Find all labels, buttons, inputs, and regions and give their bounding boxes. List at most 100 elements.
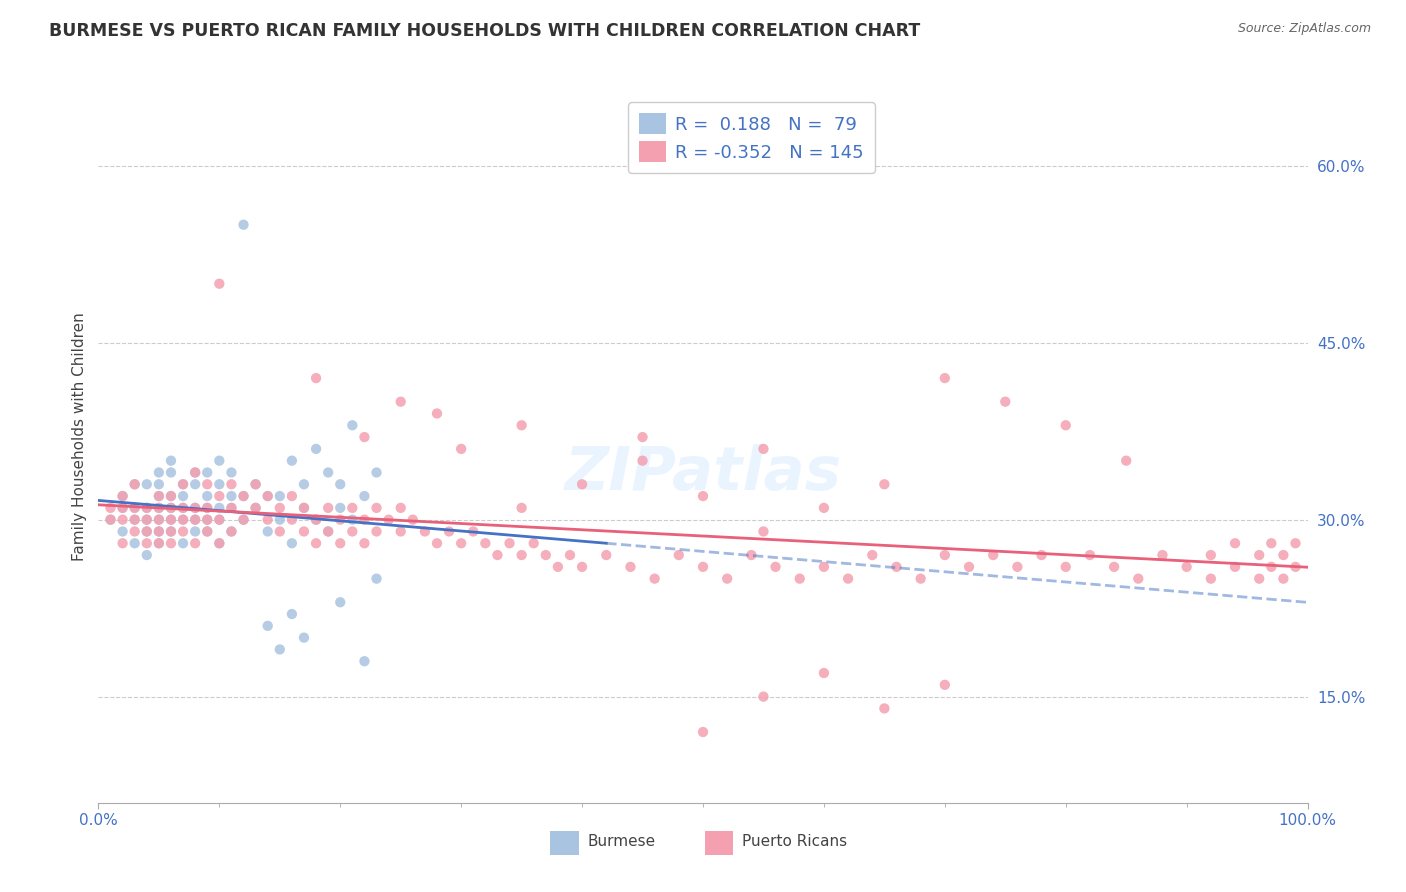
Point [269,489,291,503]
Point [148,466,170,480]
Point [571,477,593,491]
Point [886,559,908,574]
Point [269,524,291,539]
Point [413,524,436,539]
Point [208,477,231,491]
Point [172,524,194,539]
Point [305,536,328,550]
Point [221,500,243,515]
Point [184,513,207,527]
Point [860,548,883,562]
Point [111,500,134,515]
Point [232,489,254,503]
Point [160,536,183,550]
Text: ZIPatlas: ZIPatlas [564,444,842,503]
Text: Source: ZipAtlas.com: Source: ZipAtlas.com [1237,22,1371,36]
Point [1223,536,1246,550]
Point [329,595,352,609]
Point [148,513,170,527]
Point [353,513,375,527]
Point [316,500,339,515]
Point [366,500,388,515]
Point [184,500,207,515]
Point [910,572,932,586]
Point [692,489,714,503]
Point [148,500,170,515]
Point [135,500,157,515]
Point [510,500,533,515]
Point [184,513,207,527]
Point [148,513,170,527]
Y-axis label: Family Households with Children: Family Households with Children [72,313,87,561]
Point [100,513,122,527]
Point [256,489,278,503]
Point [366,466,388,480]
Point [692,559,714,574]
Point [1249,548,1271,562]
Point [292,477,315,491]
Point [148,536,170,550]
Point [160,489,183,503]
Point [245,477,267,491]
Point [111,500,134,515]
Point [329,536,352,550]
Point [1272,548,1295,562]
Point [124,477,146,491]
Point [269,500,291,515]
Point [281,607,304,621]
Point [329,513,352,527]
Point [195,477,218,491]
Point [245,500,267,515]
Point [232,489,254,503]
Point [124,513,146,527]
Point [281,453,304,467]
Point [195,513,218,527]
Point [498,536,520,550]
Point [523,536,546,550]
Point [208,513,231,527]
Point [160,524,183,539]
Point [245,477,267,491]
Point [934,548,956,562]
Point [426,536,449,550]
Point [232,513,254,527]
Point [463,524,485,539]
Point [195,524,218,539]
Point [124,500,146,515]
Point [813,666,835,681]
Point [221,466,243,480]
Point [1199,548,1222,562]
Point [281,513,304,527]
Point [195,500,218,515]
Point [353,536,375,550]
Point [342,513,364,527]
Point [534,548,557,562]
Point [111,489,134,503]
Point [148,524,170,539]
Point [100,513,122,527]
Point [740,548,762,562]
Point [160,513,183,527]
Point [305,513,328,527]
Point [124,536,146,550]
Point [426,407,449,421]
Point [172,500,194,515]
Point [292,500,315,515]
Point [135,513,157,527]
Point [510,418,533,433]
Point [195,513,218,527]
Point [124,524,146,539]
Point [316,524,339,539]
Point [292,500,315,515]
Point [111,536,134,550]
Point [172,513,194,527]
Legend: R =  0.188   N =  79, R = -0.352   N = 145: R = 0.188 N = 79, R = -0.352 N = 145 [628,103,875,173]
Point [124,500,146,515]
Point [135,500,157,515]
Point [172,513,194,527]
Point [450,442,472,456]
Point [172,500,194,515]
Point [160,453,183,467]
Point [1272,572,1295,586]
Point [558,548,581,562]
